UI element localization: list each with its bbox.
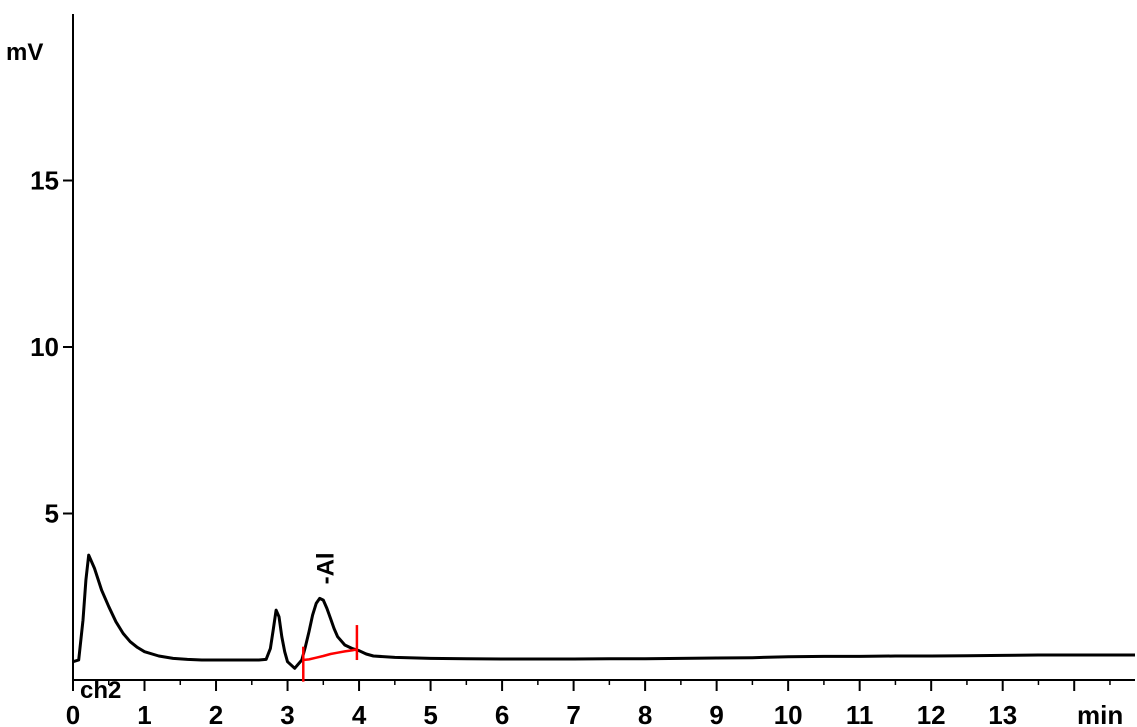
x-tick-label: 2 [209, 700, 223, 727]
x-tick-label: 7 [566, 700, 580, 727]
signal-trace [72, 553, 1135, 670]
x-tick-label: 0 [66, 700, 80, 727]
y-tick-label: 5 [45, 499, 59, 529]
x-tick-label: 11 [846, 700, 874, 727]
x-tick-label: 3 [280, 700, 294, 727]
x-tick-label: 8 [638, 700, 652, 727]
x-tick-label: 9 [709, 700, 723, 727]
y-tick-label: 15 [30, 166, 59, 196]
x-tick-label: 13 [988, 700, 1017, 727]
channel-label: ch2 [80, 677, 121, 704]
annotations: -Al [302, 552, 359, 682]
x-axis-label: min [1077, 700, 1123, 727]
y-tick-label: 10 [30, 332, 59, 362]
series-group [72, 553, 1135, 670]
x-tick-label: 1 [137, 700, 151, 727]
peak-label: -Al [312, 552, 339, 584]
y-axis-label: mV [6, 39, 43, 66]
x-tick-label: 4 [352, 700, 367, 727]
x-tick-label: 5 [423, 700, 437, 727]
x-tick-label: 10 [774, 700, 803, 727]
x-tick-label: 6 [495, 700, 509, 727]
axes [72, 14, 1135, 681]
integration-baseline [303, 648, 358, 662]
x-tick-label: 12 [917, 700, 946, 727]
